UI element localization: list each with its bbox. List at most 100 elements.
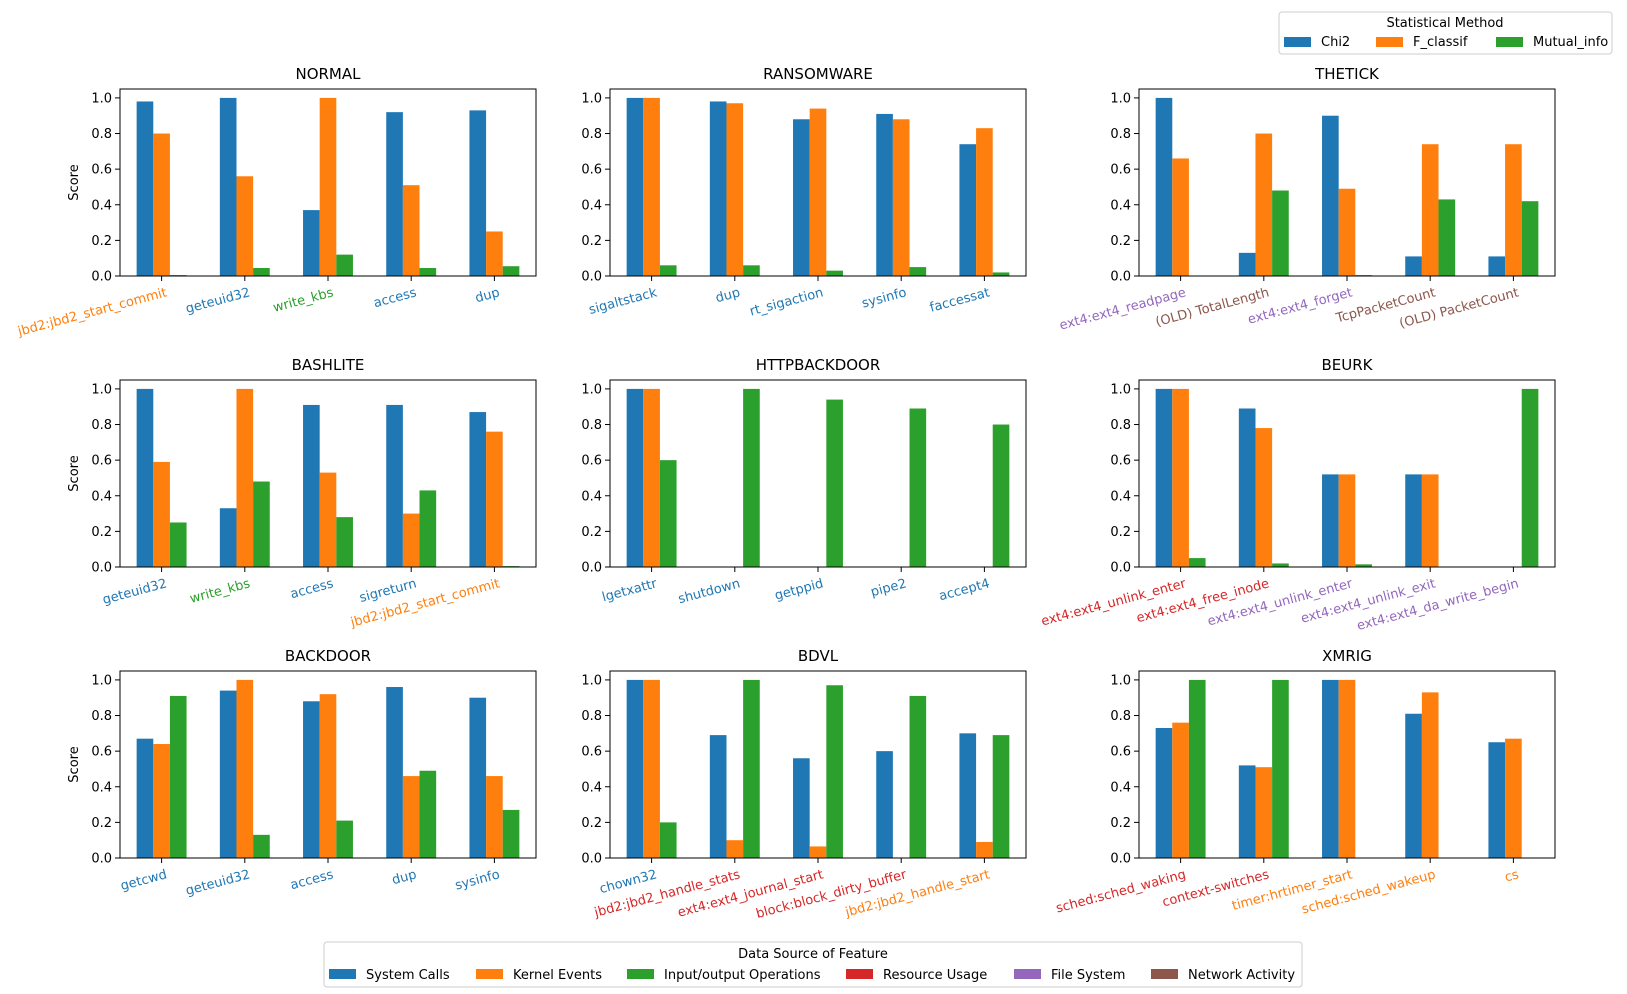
bar-f-classif	[1421, 692, 1439, 858]
bar-f-classif	[1172, 722, 1189, 858]
subplot-beurk: BEURK0.00.20.40.60.81.0ext4:ext4_unlink_…	[1040, 356, 1556, 634]
bar-f-classif	[153, 744, 170, 858]
x-tick-label: access	[372, 285, 418, 311]
bar-f-classif	[236, 176, 254, 276]
bar-mutual-info	[909, 408, 927, 567]
bar-f-classif	[319, 694, 337, 858]
bar-chi2	[959, 733, 977, 858]
y-axis-label: Score	[67, 746, 82, 782]
x-tick-label: dup	[714, 285, 742, 306]
legend-swatch-chi2	[1284, 37, 1311, 47]
bar-chi2	[1322, 474, 1339, 567]
y-tick-label: 0.2	[1110, 525, 1131, 540]
bar-mutual-info	[909, 695, 927, 858]
bar-f-classif	[486, 776, 503, 858]
bar-mutual-info	[992, 424, 1010, 567]
y-tick-label: 0.8	[1110, 127, 1131, 142]
bar-chi2	[876, 751, 893, 858]
y-tick-label: 1.0	[91, 382, 112, 397]
legend-label: File System	[1051, 968, 1125, 983]
subplot-ransomware: RANSOMWARE 0.0 0.2 0.4 0.6 0.8 1.0 sigaltstack d…	[581, 65, 1027, 319]
bar-chi2	[386, 404, 403, 567]
bar-f-classif	[153, 133, 170, 276]
y-axis-label: Score	[67, 164, 82, 200]
x-tick-label: pipe2	[869, 576, 908, 600]
bar-chi2	[303, 404, 320, 567]
bar-chi2	[219, 508, 237, 567]
bar-mutual-info	[826, 685, 843, 858]
y-tick-label: 0.8	[581, 127, 602, 142]
bar-mutual-info	[1272, 190, 1289, 276]
subplot-normal: NORMAL Score 0.0 0.2 0.4 0.6 0.8 1.0 jbd2:jbd2_s…	[15, 65, 537, 340]
bar-chi2	[793, 119, 810, 277]
legend-swatch-file-system	[1014, 969, 1041, 979]
bar-mutual-info	[1188, 679, 1206, 858]
y-tick-label: 0.4	[1110, 489, 1131, 504]
x-tick-label: cs	[1503, 867, 1521, 885]
y-tick-label: 0.0	[1110, 561, 1131, 576]
subplot-title: THETICK	[1314, 65, 1380, 83]
x-tick-label: geteuid32	[184, 285, 252, 317]
bar-mutual-info	[743, 265, 760, 276]
subplot-title: BDVL	[798, 647, 839, 665]
bar-chi2	[1155, 388, 1173, 567]
y-tick-label: 0.4	[91, 780, 112, 795]
y-tick-label: 0.2	[91, 816, 112, 831]
x-tick-label: access	[289, 867, 335, 893]
bar-f-classif	[1338, 188, 1356, 276]
legend-swatch-input-output-operations	[627, 969, 654, 979]
bar-chi2	[1488, 742, 1506, 858]
y-tick-label: 0.4	[91, 198, 112, 213]
bar-mutual-info	[336, 820, 353, 858]
bar-mutual-info	[253, 834, 270, 858]
bar-chi2	[876, 113, 893, 276]
legend-label: Kernel Events	[513, 968, 602, 983]
subplot-title: XMRIG	[1322, 647, 1372, 665]
bar-f-classif	[809, 108, 827, 276]
legend-label: F_classif	[1413, 35, 1468, 50]
y-tick-label: 0.2	[91, 525, 112, 540]
x-tick-label: rt_sigaction	[748, 285, 825, 319]
subplot-title: NORMAL	[295, 65, 361, 83]
y-tick-label: 0.6	[91, 745, 112, 760]
x-tick-label: jbd2:jbd2_handle_start	[843, 867, 992, 920]
y-tick-label: 1.0	[581, 673, 602, 688]
y-axis-label: Score	[67, 455, 82, 491]
bar-f-classif	[1421, 144, 1439, 276]
x-tick-label: getcwd	[119, 867, 169, 894]
y-tick-label: 0.4	[581, 780, 602, 795]
bar-f-classif	[1505, 144, 1522, 276]
bar-f-classif	[1172, 388, 1189, 567]
bar-mutual-info	[743, 679, 760, 858]
bar-mutual-info	[253, 481, 270, 567]
bar-chi2	[136, 101, 154, 276]
bar-chi2	[1488, 256, 1506, 276]
bar-chi2	[469, 697, 487, 858]
bar-f-classif	[643, 679, 660, 858]
bar-mutual-info	[502, 809, 520, 858]
legend-label: Network Activity	[1188, 968, 1295, 983]
legend-swatch-system-calls	[329, 969, 356, 979]
bar-mutual-info	[169, 522, 187, 567]
y-tick-label: 0.2	[1110, 816, 1131, 831]
subplot-bdvl: BDVL0.00.20.40.60.81.0chown32jbd2:jbd2_h…	[581, 647, 1027, 922]
bar-chi2	[1238, 408, 1256, 567]
x-tick-label: accept4	[937, 576, 991, 604]
bar-mutual-info	[909, 267, 927, 276]
y-tick-label: 0.0	[581, 561, 602, 576]
method-legend-title: Statistical Method	[1386, 16, 1503, 31]
y-tick-label: 0.8	[91, 418, 112, 433]
y-tick-label: 0.6	[91, 454, 112, 469]
y-tick-label: 0.2	[581, 816, 602, 831]
legend-swatch-mutual-info	[1496, 37, 1523, 47]
method-legend-frame	[1278, 11, 1613, 55]
y-tick-label: 0.6	[581, 454, 602, 469]
bar-mutual-info	[419, 267, 437, 276]
bar-mutual-info	[826, 399, 843, 567]
y-tick-label: 0.4	[1110, 198, 1131, 213]
x-tick-label: sysinfo	[860, 285, 908, 311]
bar-mutual-info	[1188, 558, 1206, 567]
bar-chi2	[1405, 474, 1422, 567]
bar-f-classif	[1421, 474, 1439, 567]
bar-mutual-info	[336, 254, 353, 276]
